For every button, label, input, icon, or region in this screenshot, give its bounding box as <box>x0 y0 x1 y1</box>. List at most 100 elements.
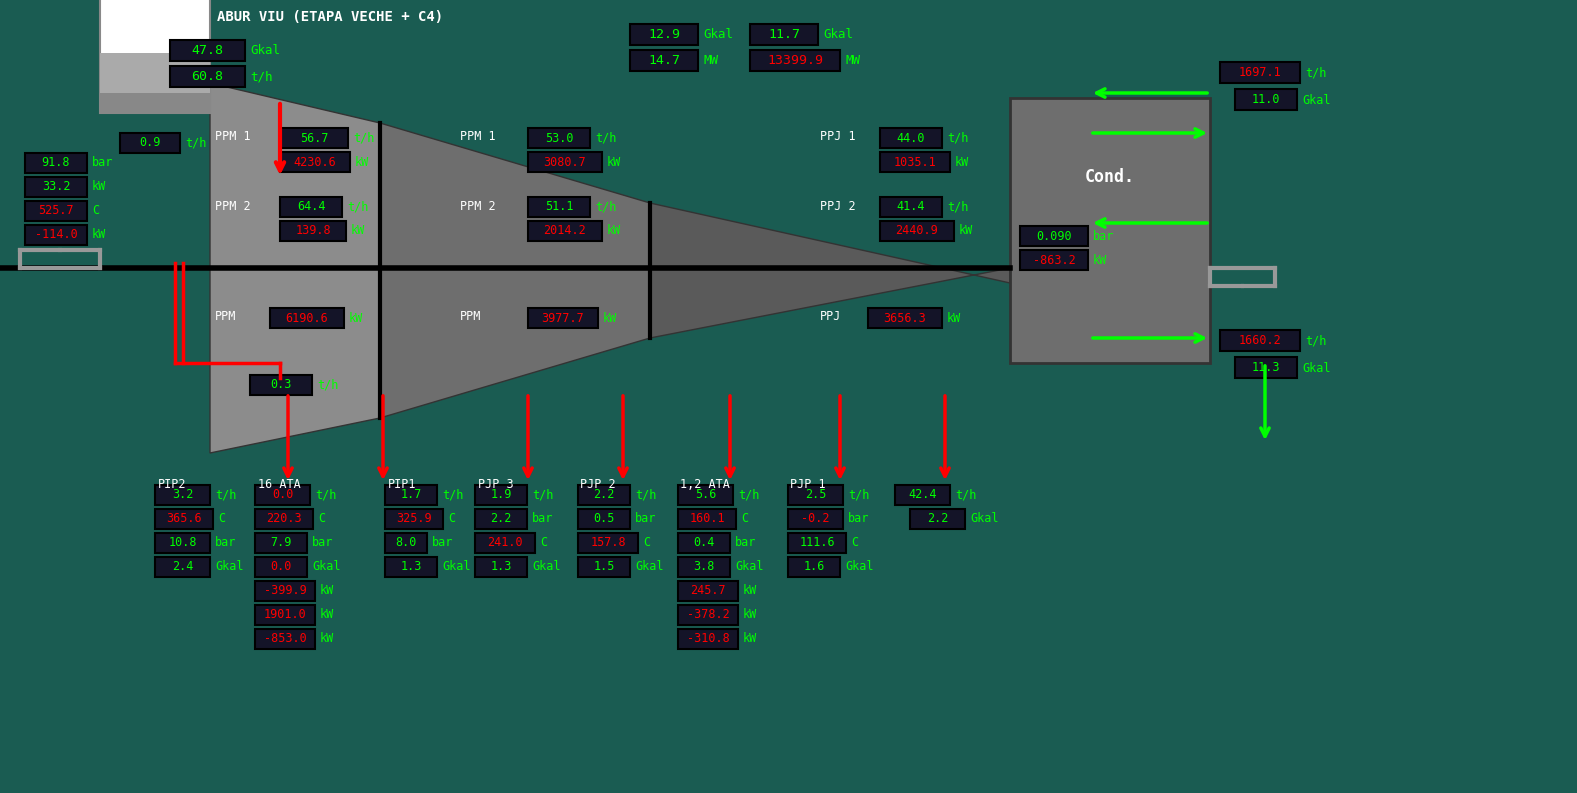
Bar <box>155 509 213 529</box>
Text: kW: kW <box>948 312 962 324</box>
Bar <box>251 375 312 395</box>
Bar <box>528 128 590 148</box>
Text: 2.4: 2.4 <box>172 561 194 573</box>
Bar <box>281 152 350 172</box>
Text: 2.2: 2.2 <box>490 512 511 526</box>
Text: -399.9: -399.9 <box>263 584 306 597</box>
Text: 1.7: 1.7 <box>401 488 421 501</box>
Text: kW: kW <box>743 633 757 646</box>
Text: t/h: t/h <box>636 488 656 501</box>
Text: 0.090: 0.090 <box>1036 229 1072 243</box>
Bar <box>678 581 738 601</box>
Text: 56.7: 56.7 <box>300 132 328 144</box>
Text: 0.0: 0.0 <box>270 561 292 573</box>
Bar <box>1009 98 1210 363</box>
Bar <box>281 128 349 148</box>
Text: 139.8: 139.8 <box>295 224 331 237</box>
Bar <box>528 197 590 217</box>
Text: PJP 1: PJP 1 <box>790 478 826 492</box>
Text: PPJ 1: PPJ 1 <box>820 131 856 144</box>
Text: bar: bar <box>848 512 869 526</box>
Bar <box>579 485 629 505</box>
Text: 60.8: 60.8 <box>191 70 224 83</box>
Text: Gkal: Gkal <box>823 29 853 41</box>
Text: 33.2: 33.2 <box>41 181 71 193</box>
Bar <box>1221 330 1299 351</box>
Text: kW: kW <box>355 155 369 168</box>
Text: kW: kW <box>320 633 334 646</box>
Text: 11.0: 11.0 <box>1252 93 1281 106</box>
Bar <box>170 66 244 87</box>
Text: ABUR VIU (ETAPA VECHE + C4): ABUR VIU (ETAPA VECHE + C4) <box>218 10 443 24</box>
Bar <box>751 24 818 45</box>
Text: t/h: t/h <box>315 488 336 501</box>
Text: Gkal: Gkal <box>735 561 763 573</box>
Bar <box>25 225 87 245</box>
Text: 0.0: 0.0 <box>271 488 293 501</box>
Text: PJP 2: PJP 2 <box>580 478 615 492</box>
Text: 3.2: 3.2 <box>172 488 194 501</box>
Text: bar: bar <box>432 537 453 550</box>
Text: Gkal: Gkal <box>214 561 243 573</box>
Text: 13399.9: 13399.9 <box>766 54 823 67</box>
Text: C: C <box>218 512 226 526</box>
Bar <box>910 509 965 529</box>
Text: PJP 3: PJP 3 <box>478 478 514 492</box>
Text: 7.9: 7.9 <box>270 537 292 550</box>
Text: PIP1: PIP1 <box>388 478 416 492</box>
Text: kW: kW <box>743 608 757 622</box>
Text: 1.6: 1.6 <box>803 561 825 573</box>
Bar <box>896 485 949 505</box>
Text: Gkal: Gkal <box>442 561 470 573</box>
Text: kW: kW <box>1093 254 1107 266</box>
Text: 3.8: 3.8 <box>694 561 714 573</box>
Text: 220.3: 220.3 <box>267 512 301 526</box>
Bar <box>880 221 954 241</box>
Text: MW: MW <box>845 55 859 67</box>
Text: kW: kW <box>352 224 366 237</box>
Text: 3080.7: 3080.7 <box>544 155 587 168</box>
Text: Gkal: Gkal <box>1303 362 1331 374</box>
Bar <box>678 629 738 649</box>
Bar <box>1235 357 1296 378</box>
Text: 8.0: 8.0 <box>396 537 416 550</box>
Text: 44.0: 44.0 <box>897 132 926 144</box>
Text: kW: kW <box>956 155 970 168</box>
Bar <box>629 24 699 45</box>
Text: kW: kW <box>320 584 334 597</box>
Bar <box>255 485 311 505</box>
Bar <box>678 557 730 577</box>
Text: t/h: t/h <box>353 132 374 144</box>
Bar <box>255 629 315 649</box>
Text: C: C <box>448 512 456 526</box>
Bar <box>255 557 308 577</box>
Bar <box>579 557 629 577</box>
Bar <box>25 177 87 197</box>
Bar <box>475 509 527 529</box>
Text: t/h: t/h <box>595 201 617 213</box>
Bar <box>475 533 535 553</box>
Bar <box>880 128 941 148</box>
Text: 11.7: 11.7 <box>768 28 800 41</box>
Text: bar: bar <box>735 537 757 550</box>
Bar <box>751 50 841 71</box>
Text: bar: bar <box>214 537 237 550</box>
Text: kW: kW <box>91 228 106 242</box>
Bar <box>678 509 736 529</box>
Bar <box>155 557 210 577</box>
Text: t/h: t/h <box>1306 67 1326 79</box>
Text: 0.5: 0.5 <box>593 512 615 526</box>
Text: 2.2: 2.2 <box>927 512 948 526</box>
Text: Gkal: Gkal <box>531 561 560 573</box>
Text: Cond.: Cond. <box>1085 168 1135 186</box>
Text: bar: bar <box>91 156 114 170</box>
Bar <box>255 581 315 601</box>
Text: C: C <box>91 205 99 217</box>
Text: PIP2: PIP2 <box>158 478 186 492</box>
Bar <box>528 221 602 241</box>
Text: 1,2 ATA: 1,2 ATA <box>680 478 730 492</box>
Text: C: C <box>852 537 858 550</box>
Text: Gkal: Gkal <box>703 29 733 41</box>
Text: 157.8: 157.8 <box>590 537 626 550</box>
Bar <box>255 509 312 529</box>
